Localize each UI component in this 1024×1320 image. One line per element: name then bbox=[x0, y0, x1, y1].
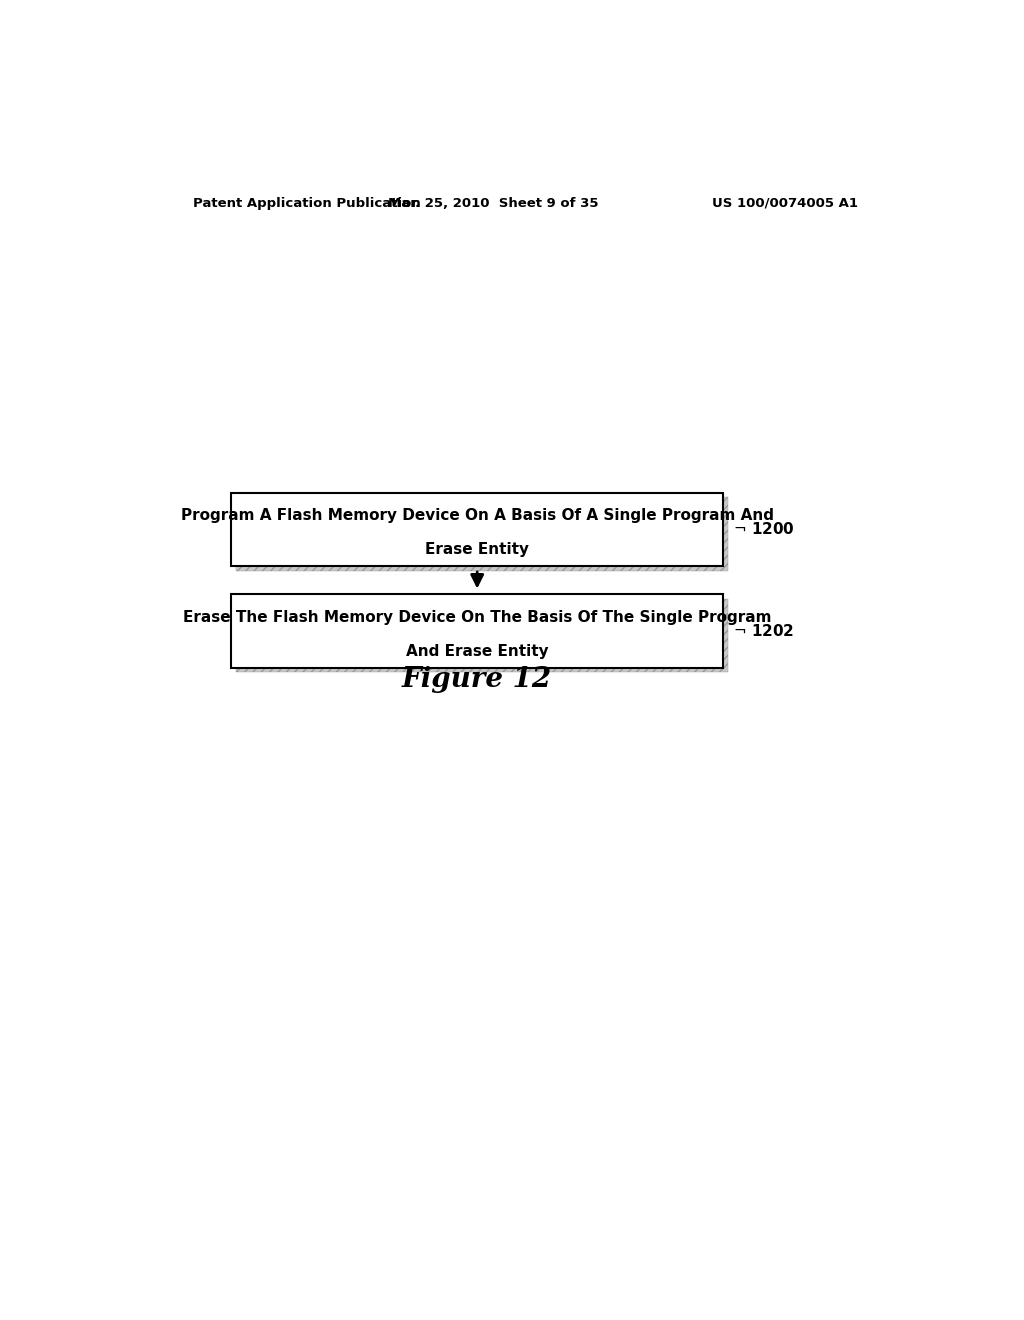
Bar bbox=[236, 599, 728, 672]
Text: $\mathsf{\neg}$ 1200: $\mathsf{\neg}$ 1200 bbox=[733, 521, 795, 537]
Bar bbox=[231, 594, 723, 668]
Text: Patent Application Publication: Patent Application Publication bbox=[194, 197, 421, 210]
Text: Program A Flash Memory Device On A Basis Of A Single Program And: Program A Flash Memory Device On A Basis… bbox=[180, 508, 774, 524]
Text: Figure 12: Figure 12 bbox=[402, 667, 552, 693]
Bar bbox=[231, 492, 723, 566]
Text: $\mathsf{\neg}$ 1202: $\mathsf{\neg}$ 1202 bbox=[733, 623, 794, 639]
Text: Erase Entity: Erase Entity bbox=[425, 543, 529, 557]
Text: US 100/0074005 A1: US 100/0074005 A1 bbox=[712, 197, 858, 210]
Text: Mar. 25, 2010  Sheet 9 of 35: Mar. 25, 2010 Sheet 9 of 35 bbox=[388, 197, 598, 210]
Text: And Erase Entity: And Erase Entity bbox=[406, 644, 549, 659]
Text: Erase The Flash Memory Device On The Basis Of The Single Program: Erase The Flash Memory Device On The Bas… bbox=[183, 610, 771, 626]
Bar bbox=[236, 498, 728, 570]
